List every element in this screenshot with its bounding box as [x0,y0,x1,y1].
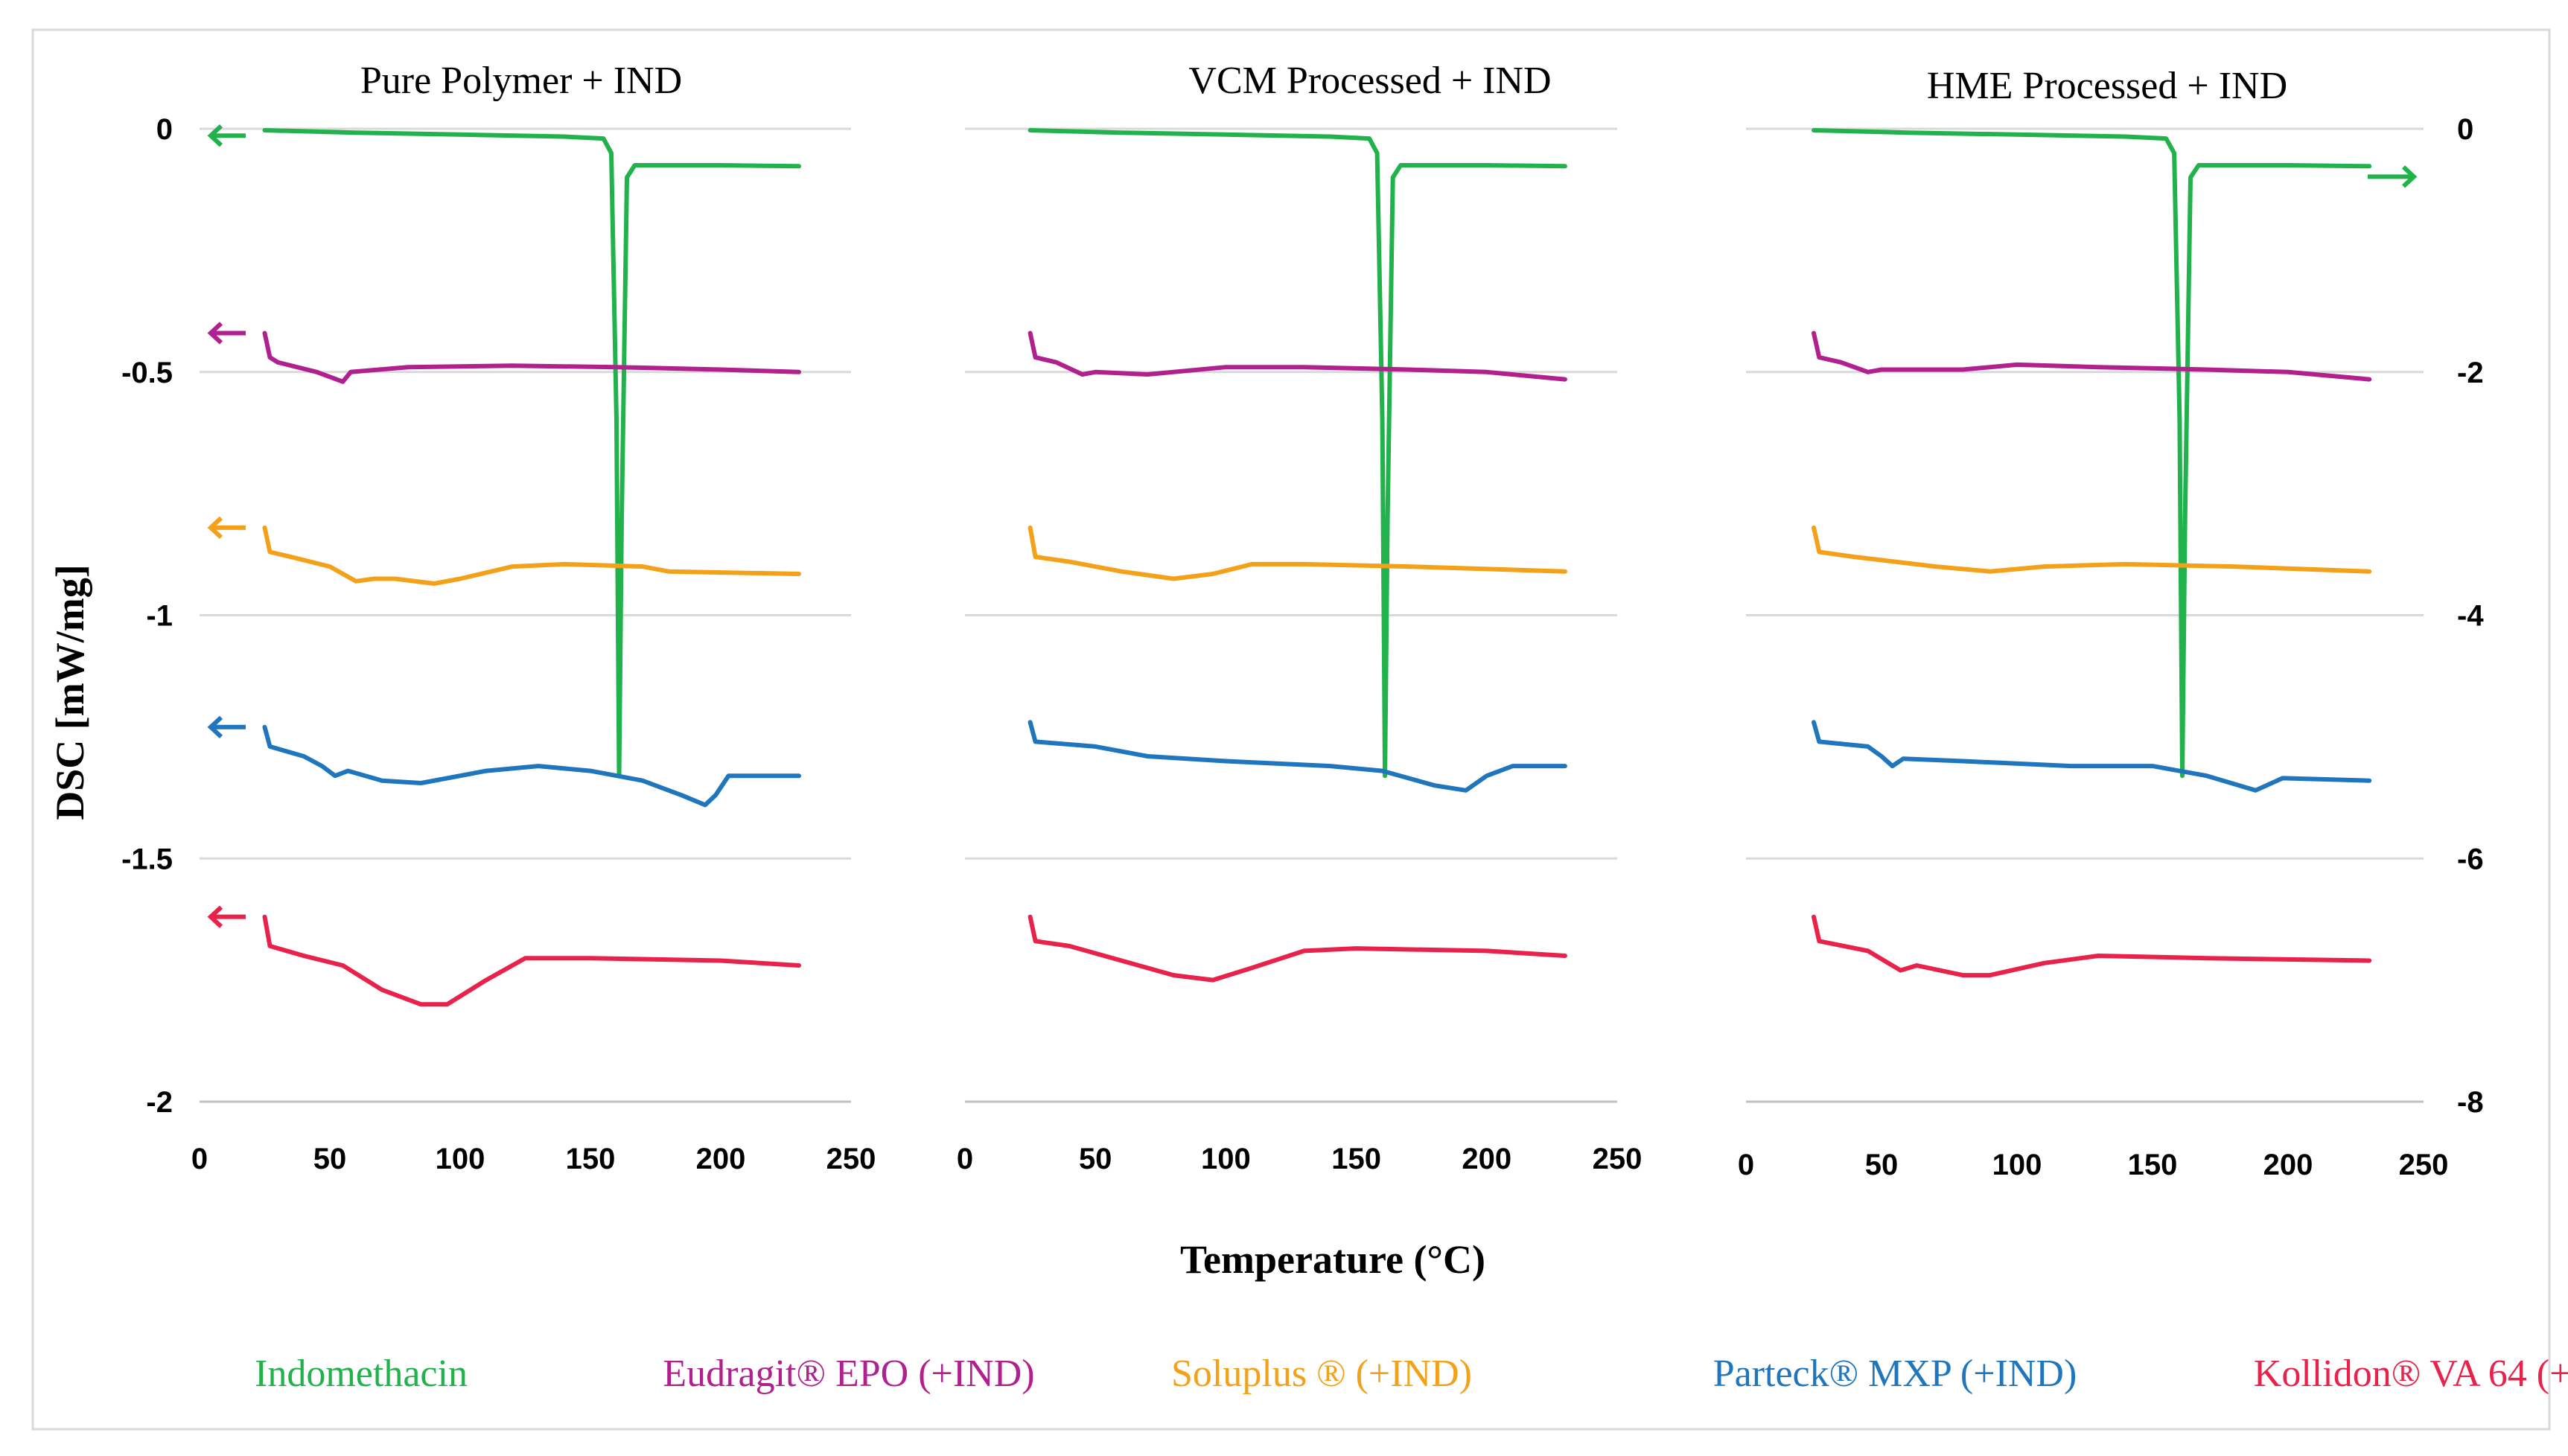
y-tick-label-right: -4 [2457,600,2484,633]
x-tick-label: 150 [566,1143,616,1175]
x-tick-label: 200 [2263,1149,2313,1181]
x-tick-label: 50 [313,1143,347,1175]
axis-arrow-head [207,715,223,739]
series-line [1027,331,1567,382]
y-tick-label-left: 0 [156,113,173,146]
panel-title: Pure Polymer + IND [360,60,682,102]
panel-title: VCM Processed + IND [1188,60,1551,102]
panel-2: 0 50 100 150 200 250 VCM Processed + IND [957,60,1643,1175]
x-tick-label: 50 [1865,1149,1899,1181]
axis-arrow-head [207,905,223,928]
x-tick-label: 250 [1593,1143,1643,1175]
x-tick-label: 100 [1201,1143,1251,1175]
y-tick-label-right: 0 [2457,113,2473,146]
series-line [1027,914,1567,983]
x-tick-label: 250 [2399,1149,2449,1181]
y-tick-label-right: -2 [2457,357,2484,389]
legend-item: Indomethacin [255,1353,468,1395]
legend-item: Parteck® MXP (+IND) [1713,1353,2077,1395]
panel-1: 0 50 100 150 200 250 0 -0.5 -1 -1.5 -2 Pure Polymer… [121,60,876,1175]
y-axis-label: DSC [mW/mg] [48,564,92,820]
y-tick-label-right: -8 [2457,1086,2484,1119]
x-tick-label: 200 [696,1143,746,1175]
y-tick-label-right: -6 [2457,843,2484,875]
series-line [262,331,801,384]
series-line [262,724,801,808]
axis-arrow-head [2401,165,2418,188]
y-tick-label-left: -1 [146,600,173,633]
chart-panels: 0 50 100 150 200 250 0 -0.5 -1 -1.5 -2 Pure Polymer… [121,60,2484,1181]
panel-title: HME Processed + IND [1927,65,2287,107]
x-tick-label: 200 [1462,1143,1511,1175]
legend-item: Eudragit® EPO (+IND) [663,1353,1034,1395]
x-tick-label: 150 [2128,1149,2178,1181]
x-tick-label: 0 [957,1143,973,1175]
series-line [1812,720,2372,793]
y-tick-label-left: -1.5 [121,843,173,875]
x-tick-label: 250 [826,1143,876,1175]
series-line [1027,128,1567,779]
y-tick-label-left: -0.5 [121,357,173,389]
series-line [1812,914,2372,978]
x-tick-label: 100 [1992,1149,2042,1181]
x-tick-label: 0 [191,1143,208,1175]
series-line [262,914,801,1007]
legend-item: Kollidon® VA 64 (+IND) [2254,1353,2568,1395]
series-line [1812,331,2372,382]
series-line [1027,720,1567,793]
series-line [1027,525,1567,581]
panel-3: 0 50 100 150 200 250 0 -2 -4 -6 -8 HME Processed + … [1738,65,2484,1181]
series-line [262,525,801,586]
x-tick-label: 50 [1079,1143,1112,1175]
x-tick-label: 0 [1738,1149,1754,1181]
figure-border [31,28,2551,1431]
y-tick-label-left: -2 [146,1086,173,1119]
x-axis-label: Temperature (°C) [1180,1237,1485,1282]
axis-arrow-head [207,322,223,345]
axis-arrow-head [207,516,223,540]
series-line [1812,525,2372,574]
legend-item: Soluplus ® (+IND) [1171,1353,1472,1395]
series-line [262,128,801,779]
axis-arrow-head [207,124,223,147]
legend: Indomethacin Eudragit® EPO (+IND) Soluplus… [255,1353,2568,1395]
series-line [1812,128,2372,779]
x-tick-label: 100 [436,1143,485,1175]
x-tick-label: 150 [1331,1143,1381,1175]
